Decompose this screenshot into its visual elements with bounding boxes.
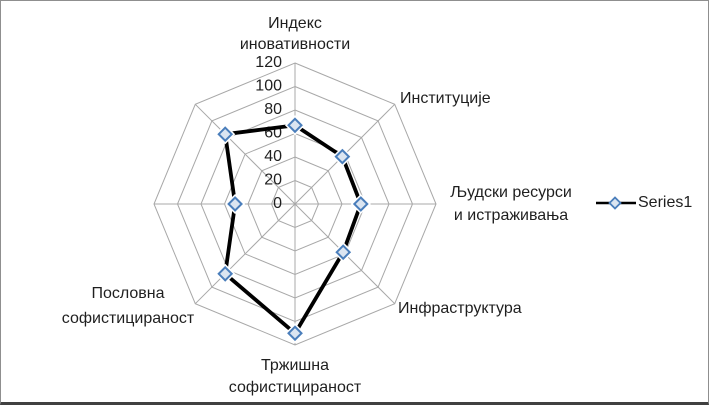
category-label: Тржишна <box>261 357 329 374</box>
category-label: Пословна <box>91 285 164 302</box>
legend-series-label: Series1 <box>638 194 693 211</box>
legend: Series1 <box>595 194 692 212</box>
axis-tick-label: 40 <box>264 148 282 165</box>
category-label: и истраживања <box>454 207 568 224</box>
axis-tick-label: 120 <box>255 54 282 71</box>
radar-spoke <box>194 103 296 205</box>
data-point-marker <box>227 196 243 212</box>
axis-tick-label: 100 <box>255 78 282 95</box>
data-point-marker <box>217 126 234 143</box>
axis-tick-label: 0 <box>273 195 282 212</box>
category-label: иновативности <box>240 36 350 53</box>
data-point-marker <box>334 148 351 165</box>
legend-diamond-icon <box>608 196 622 210</box>
legend-series-marker-icon <box>596 196 636 210</box>
category-label: Људски ресурси <box>450 184 572 201</box>
category-label: софистицираност <box>62 310 195 327</box>
data-point-marker <box>287 325 303 342</box>
data-point-marker <box>217 265 234 282</box>
category-label: Индекс <box>268 15 322 32</box>
data-point-marker <box>335 244 352 261</box>
radar-spoke <box>194 203 296 305</box>
data-point-marker <box>287 117 303 134</box>
category-label: Институције <box>400 90 491 107</box>
data-point-marker <box>352 196 369 212</box>
category-label: софистицираност <box>229 379 362 396</box>
axis-tick-label: 80 <box>264 101 282 118</box>
axis-tick-label: 20 <box>264 172 282 189</box>
category-label: Инфраструктура <box>398 300 522 317</box>
